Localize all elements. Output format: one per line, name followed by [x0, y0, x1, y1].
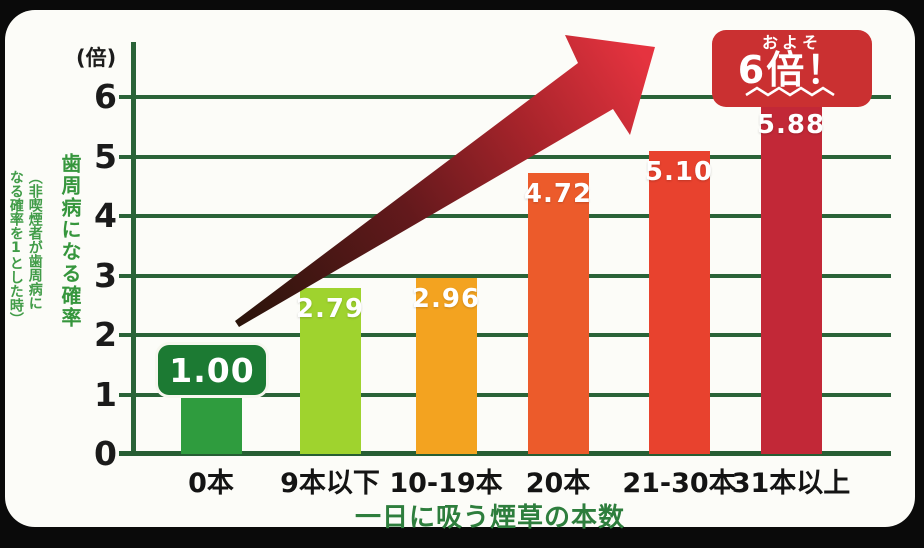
x-tick-label-0本: 0本 — [188, 468, 234, 499]
baseline-value-badge: 1.00 — [158, 345, 266, 395]
callout-value: 6倍！ — [737, 48, 847, 92]
bar-21-30本 — [648, 150, 710, 454]
y-tick-label-4: 4 — [94, 196, 117, 235]
gridline-2 — [119, 333, 891, 337]
y-axis-subtitle-line-2: なる確率を1とした時） — [7, 170, 24, 326]
y-tick-label-2: 2 — [94, 315, 117, 354]
y-tick-label-5: 5 — [94, 136, 117, 176]
bar-31本以上 — [760, 104, 822, 454]
gridline-1 — [119, 392, 891, 397]
y-axis-unit-label: (倍) — [76, 46, 117, 70]
y-tick-label-1: 1 — [94, 374, 117, 414]
y-axis-title: 歯周病になる確率 — [58, 153, 82, 329]
bar-value-label-9本以下: 2.79 — [295, 293, 365, 324]
bar-0本 — [180, 394, 242, 454]
y-axis-subtitle: （非喫煙者が歯周病に なる確率を1とした時） — [6, 170, 44, 350]
y-axis-line — [131, 42, 136, 456]
zigzag-underline-icon — [745, 86, 835, 97]
x-tick-label-31本以上: 31本以上 — [731, 468, 851, 499]
x-tick-label-20本: 20本 — [525, 468, 591, 499]
bar-value-label-31本以上: 5.88 — [756, 110, 826, 141]
x-axis-baseline — [119, 451, 891, 456]
y-tick-label-3: 3 — [94, 255, 117, 295]
bar-value-label-20本: 4.72 — [523, 179, 593, 210]
callout-prefix: およそ — [761, 33, 822, 52]
x-tick-label-9本以下: 9本以下 — [280, 468, 380, 499]
y-tick-label-0: 0 — [94, 434, 117, 473]
bar-value-label-21-30本: 5.10 — [644, 156, 714, 187]
bar-value-label-10-19本: 2.96 — [411, 283, 481, 314]
x-tick-label-21-30本: 21-30本 — [622, 468, 736, 499]
y-axis-subtitle-line-1: （非喫煙者が歯周病に — [26, 170, 43, 310]
x-axis-title: 一日に吸う煙草の本数 — [354, 503, 625, 533]
x-tick-label-10-19本: 10-19本 — [389, 468, 503, 499]
y-tick-label-6: 6 — [94, 77, 117, 116]
bar-20本 — [527, 173, 589, 454]
callout-badge: およそ 6倍！ — [712, 30, 872, 107]
